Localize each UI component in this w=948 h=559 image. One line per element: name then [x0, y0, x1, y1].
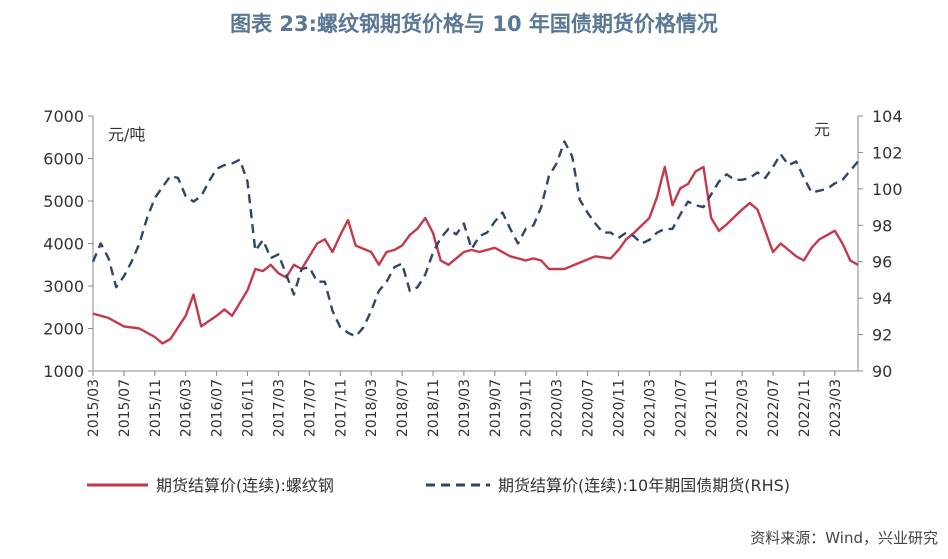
right-tick-label: 98	[872, 216, 892, 235]
source-note: 资料来源：Wind，兴业研究	[750, 529, 938, 547]
rebar-price-line	[92, 165, 859, 345]
x-tick-label: 2022/07	[766, 379, 782, 437]
x-tick-label: 2022/03	[735, 379, 751, 437]
x-tick-label: 2019/11	[519, 379, 535, 437]
series-layer	[91, 140, 859, 345]
legend: 期货结算价(连续):螺纹钢 期货结算价(连续):10年期国债期货(RHS)	[87, 476, 790, 495]
axes: 1000 2000 3000 4000 5000 6000 7000 90 92 94 96 98 10…	[43, 107, 902, 437]
x-tick-label: 2016/03	[179, 379, 195, 437]
x-tick-label: 2015/07	[117, 379, 133, 437]
right-tick-label: 90	[872, 362, 892, 381]
left-tick-label: 6000	[43, 150, 84, 169]
x-tick-label: 2020/03	[550, 379, 566, 437]
left-tick-label: 7000	[43, 107, 84, 126]
right-tick-label: 96	[872, 253, 892, 272]
x-tick-label: 2017/03	[271, 379, 287, 437]
x-tick-label: 2016/11	[241, 379, 257, 437]
chart-title: 图表 23:螺纹钢期货价格与 10 年国债期货价格情况	[230, 12, 718, 36]
left-tick-label: 2000	[43, 320, 84, 339]
x-tick-label: 2021/03	[642, 379, 658, 437]
right-axis-unit: 元	[814, 120, 830, 139]
x-tick-label: 2020/07	[581, 379, 597, 437]
left-tick-label: 1000	[43, 362, 84, 381]
x-tick-label: 2015/11	[148, 379, 164, 437]
x-tick-label: 2021/07	[673, 379, 689, 437]
right-tick-label: 102	[872, 143, 903, 162]
x-tick-label: 2019/07	[488, 379, 504, 437]
right-tick-label: 92	[872, 326, 892, 345]
left-axis-unit: 元/吨	[108, 125, 145, 144]
x-tick-label: 2022/11	[797, 379, 813, 437]
x-tick-label: 2016/07	[210, 379, 226, 437]
x-tick-label: 2021/11	[704, 379, 720, 437]
legend-label-rebar: 期货结算价(连续):螺纹钢	[156, 476, 334, 495]
x-tick-label: 2015/03	[86, 379, 102, 437]
x-tick-label: 2023/03	[828, 379, 844, 437]
x-tick-label: 2018/11	[426, 379, 442, 437]
legend-label-bond: 期货结算价(连续):10年期国债期货(RHS)	[498, 476, 790, 495]
left-tick-label: 4000	[43, 235, 84, 254]
bond-futures-line	[91, 140, 859, 338]
x-tick-label: 2017/07	[302, 379, 318, 437]
x-tick-label: 2018/07	[395, 379, 411, 437]
left-tick-label: 5000	[43, 192, 84, 211]
left-tick-label: 3000	[43, 277, 84, 296]
x-tick-label: 2017/11	[333, 379, 349, 437]
right-tick-label: 100	[872, 180, 903, 199]
right-tick-label: 104	[872, 107, 903, 126]
x-tick-label: 2019/03	[457, 379, 473, 437]
x-tick-label: 2020/11	[611, 379, 627, 437]
x-tick-label: 2018/03	[364, 379, 380, 437]
right-tick-label: 94	[872, 289, 892, 308]
